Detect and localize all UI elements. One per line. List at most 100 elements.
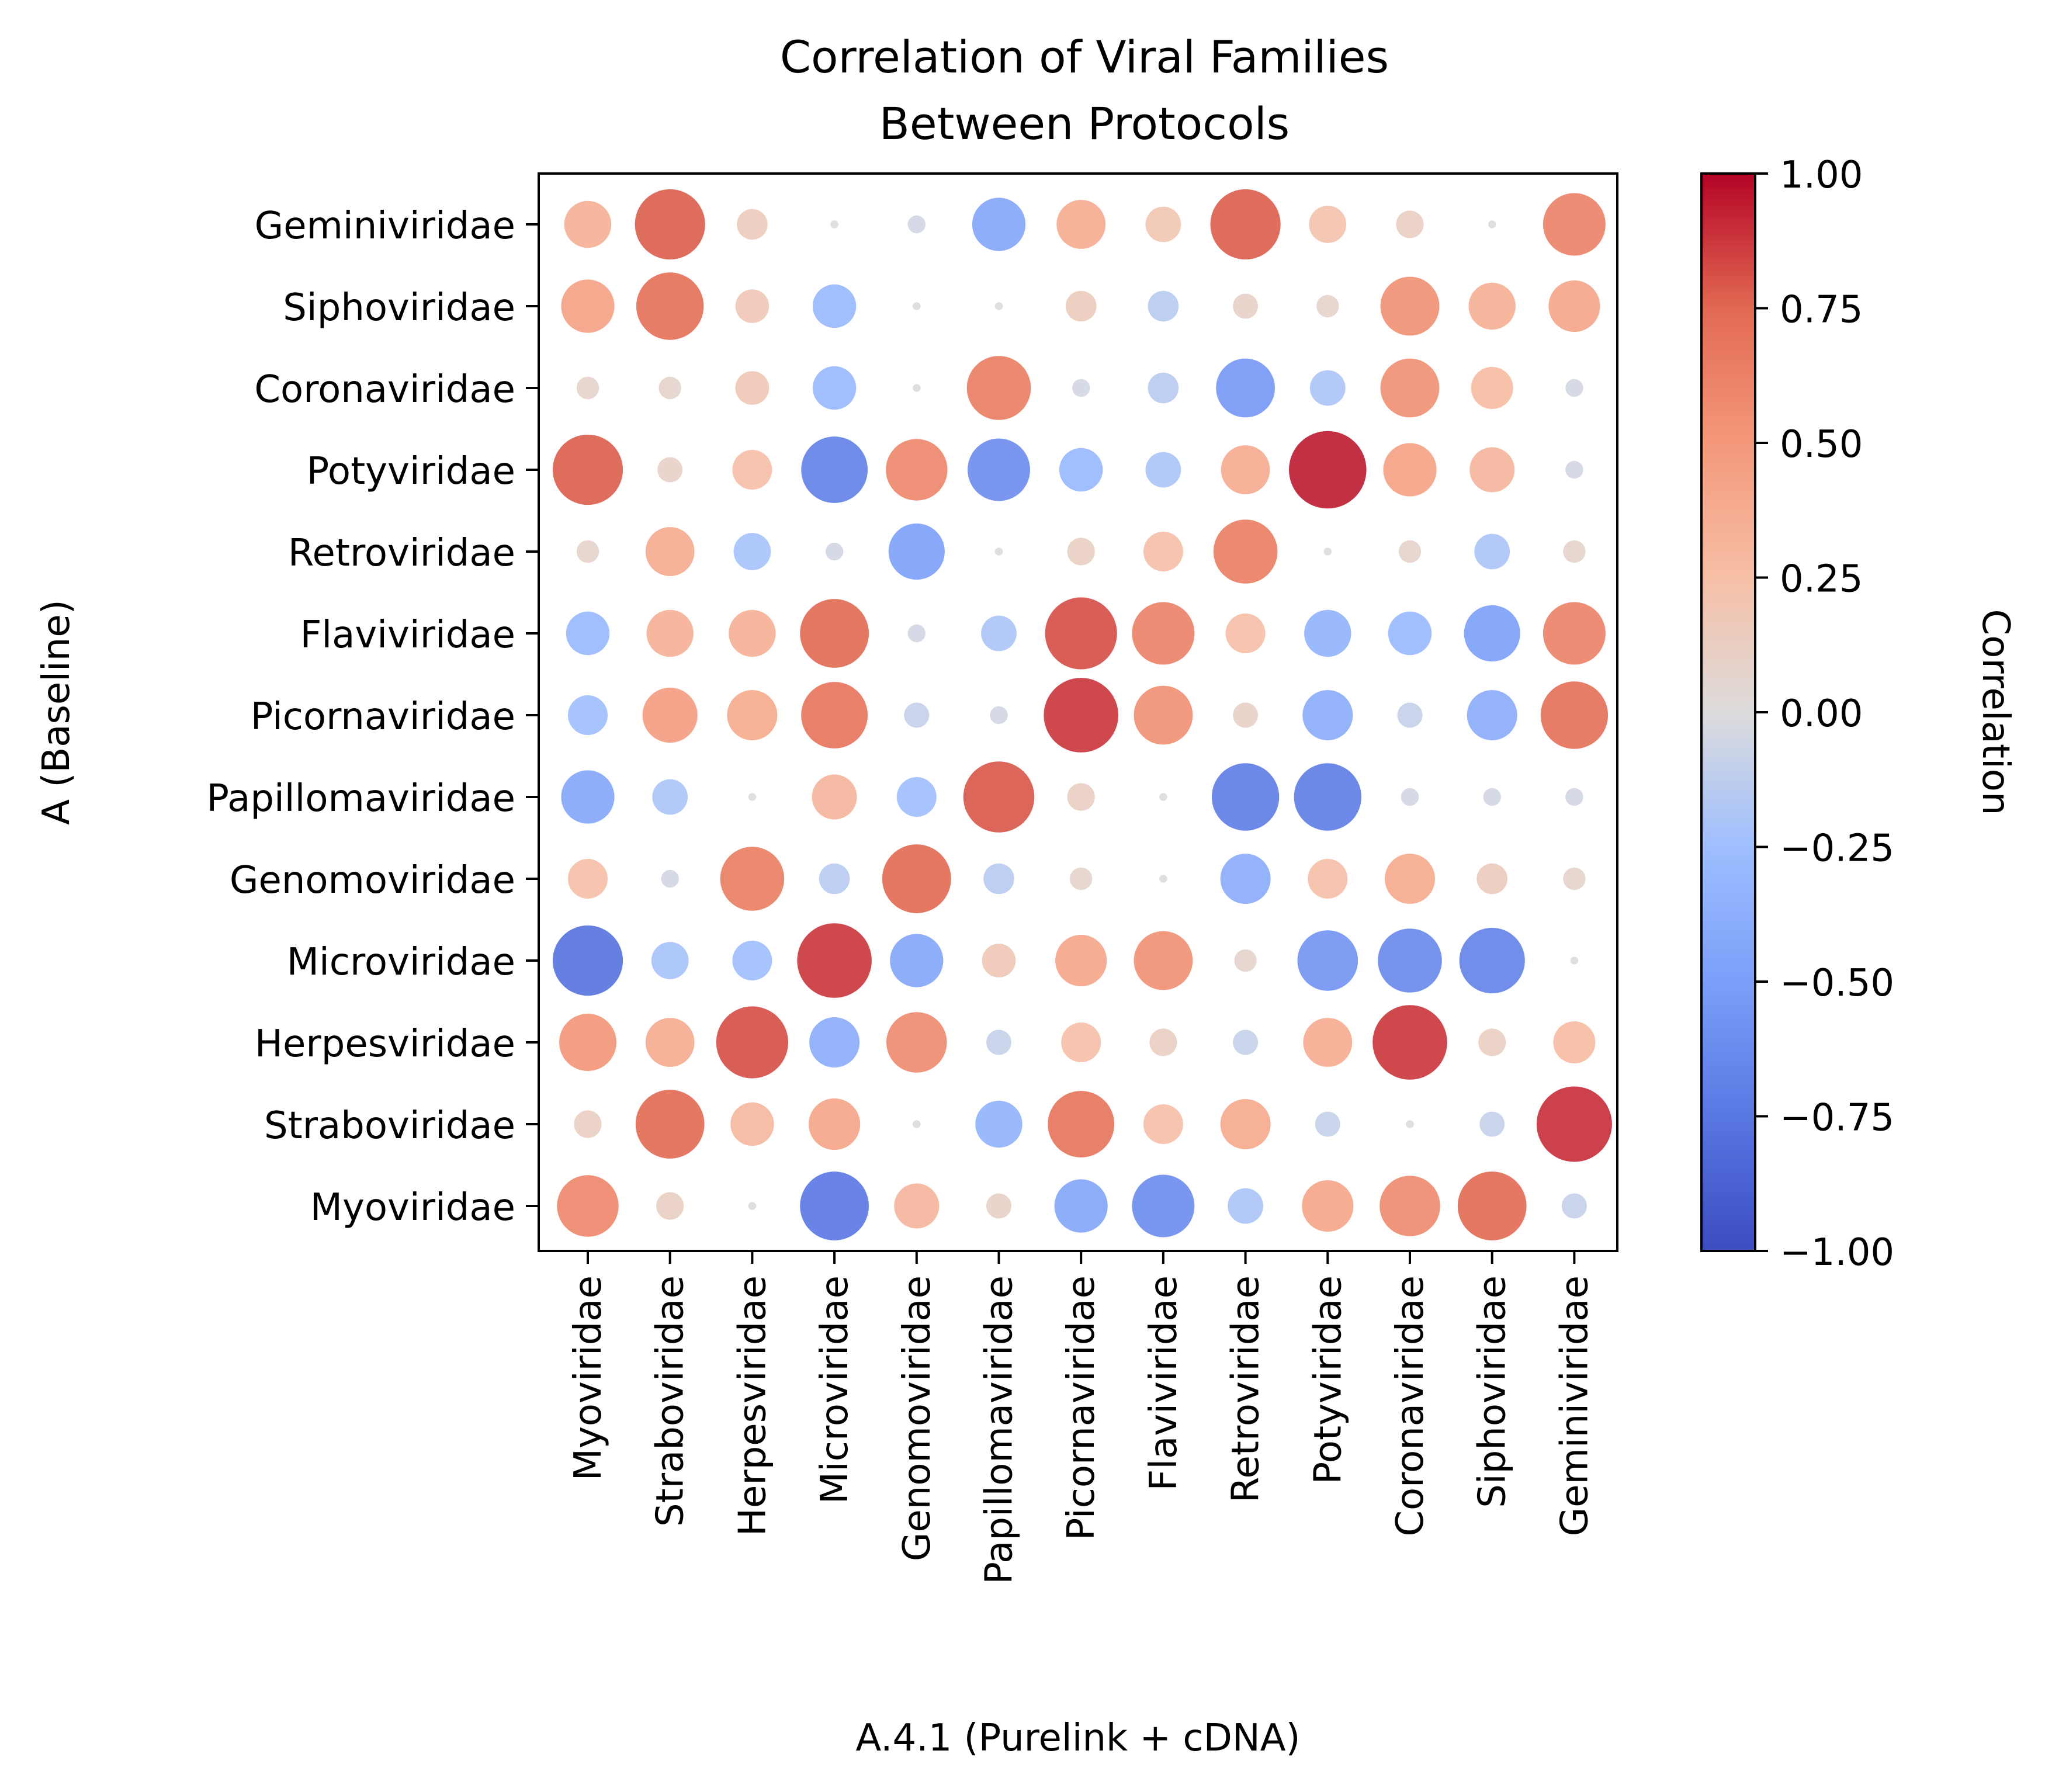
bubble bbox=[720, 847, 785, 911]
bubble bbox=[1540, 681, 1609, 749]
bubble bbox=[1225, 613, 1266, 653]
bubble bbox=[645, 527, 695, 576]
x-tick-label: Siphoviridae bbox=[1471, 1275, 1514, 1508]
bubble bbox=[576, 376, 599, 400]
bubble bbox=[559, 1014, 616, 1071]
bubble bbox=[1471, 367, 1513, 409]
bubble bbox=[913, 1120, 921, 1128]
bubble bbox=[1536, 1086, 1612, 1162]
colorbar-ticks: 1.00 0.75 0.50 0.25 0.00 −0.25 −0.50 −0.75 −1.00 bbox=[1755, 154, 1894, 1274]
bubble bbox=[1483, 788, 1501, 806]
colorbar-tick-label: 0.00 bbox=[1780, 692, 1863, 736]
y-tick-label: Picornaviridae bbox=[251, 695, 515, 739]
bubble bbox=[894, 1183, 940, 1229]
bubble bbox=[819, 863, 850, 895]
bubble bbox=[1148, 290, 1179, 322]
colorbar-tick-label: 0.75 bbox=[1780, 289, 1863, 332]
bubble bbox=[748, 1202, 757, 1210]
bubble bbox=[656, 1192, 684, 1220]
bubble bbox=[994, 302, 1003, 310]
bubble bbox=[1397, 702, 1423, 728]
x-tick-label: Potyviridae bbox=[1306, 1275, 1350, 1484]
bubble bbox=[1159, 875, 1167, 883]
bubble bbox=[1221, 445, 1270, 494]
bubble bbox=[1457, 1171, 1527, 1240]
bubble bbox=[890, 934, 944, 987]
bubble bbox=[801, 436, 868, 503]
bubble bbox=[1316, 294, 1339, 318]
bubble bbox=[561, 279, 615, 333]
y-tick-label: Straboviridae bbox=[264, 1104, 515, 1148]
bubble bbox=[1383, 443, 1437, 497]
bubble bbox=[994, 547, 1003, 556]
bubble bbox=[1210, 189, 1281, 260]
bubble bbox=[1233, 293, 1259, 319]
bubble bbox=[1388, 611, 1432, 656]
bubble bbox=[1401, 788, 1419, 806]
bubble bbox=[1216, 358, 1275, 418]
bubble bbox=[1570, 956, 1579, 965]
bubble bbox=[990, 706, 1008, 725]
bubble bbox=[1469, 447, 1515, 493]
bubble bbox=[661, 869, 679, 888]
bubble bbox=[737, 209, 768, 240]
bubble bbox=[1228, 1188, 1264, 1224]
bubble bbox=[812, 284, 857, 328]
bubble bbox=[635, 189, 705, 260]
bubble bbox=[983, 863, 1014, 895]
bubble bbox=[1045, 597, 1117, 670]
bubble bbox=[552, 434, 623, 505]
bubble bbox=[635, 1090, 705, 1159]
bubble bbox=[1553, 1021, 1596, 1063]
chart-title-line-2: Between Protocols bbox=[879, 98, 1290, 150]
bubble bbox=[1488, 220, 1496, 228]
bubble bbox=[735, 289, 770, 323]
bubble bbox=[1220, 854, 1271, 904]
bubble bbox=[748, 793, 757, 801]
x-tick-label: Myoviridae bbox=[567, 1275, 610, 1481]
x-tick-label: Papillomaviridae bbox=[978, 1275, 1021, 1585]
bubble bbox=[1406, 1120, 1414, 1128]
bubble bbox=[1056, 200, 1106, 249]
bubble bbox=[716, 1006, 788, 1079]
colorbar-tick-label: −0.25 bbox=[1780, 827, 1894, 871]
bubble bbox=[1059, 448, 1103, 492]
bubble bbox=[1134, 931, 1193, 990]
bubble bbox=[1067, 538, 1095, 566]
bubble bbox=[1234, 949, 1257, 972]
bubble bbox=[809, 1017, 860, 1067]
bubble bbox=[1148, 372, 1179, 404]
bubble bbox=[966, 356, 1031, 420]
y-tick-label: Potyviridae bbox=[307, 450, 515, 493]
bubble bbox=[1467, 690, 1517, 740]
bubble bbox=[800, 1171, 869, 1240]
bubble bbox=[888, 523, 945, 580]
bubble bbox=[975, 1100, 1022, 1148]
x-tick-label: Flaviviridae bbox=[1142, 1275, 1186, 1491]
bubble bbox=[729, 609, 776, 657]
bubble bbox=[1378, 928, 1442, 993]
colorbar-label: Correlation bbox=[1974, 609, 2017, 816]
bubble bbox=[1323, 547, 1332, 556]
bubble bbox=[1380, 276, 1440, 336]
x-tick-label: Picornaviridae bbox=[1060, 1275, 1103, 1540]
bubble bbox=[1308, 859, 1348, 899]
bubble bbox=[907, 624, 926, 643]
bubble bbox=[801, 682, 868, 748]
bubble bbox=[830, 220, 838, 228]
bubble bbox=[1297, 930, 1358, 991]
bubble bbox=[652, 779, 688, 815]
bubble bbox=[1372, 1005, 1447, 1080]
bubble bbox=[574, 1110, 602, 1138]
bubble bbox=[566, 611, 610, 656]
bubble bbox=[1396, 210, 1424, 238]
bubble bbox=[886, 439, 948, 501]
x-tick-label: Coronaviridae bbox=[1389, 1275, 1432, 1537]
bubble bbox=[1134, 685, 1193, 745]
bubble bbox=[1220, 1099, 1271, 1149]
bubble bbox=[986, 1030, 1011, 1055]
bubble bbox=[733, 533, 771, 570]
y-tick-label: Microviridae bbox=[287, 941, 515, 984]
bubble bbox=[1309, 370, 1346, 406]
x-tick-label: Retroviridae bbox=[1225, 1275, 1268, 1503]
